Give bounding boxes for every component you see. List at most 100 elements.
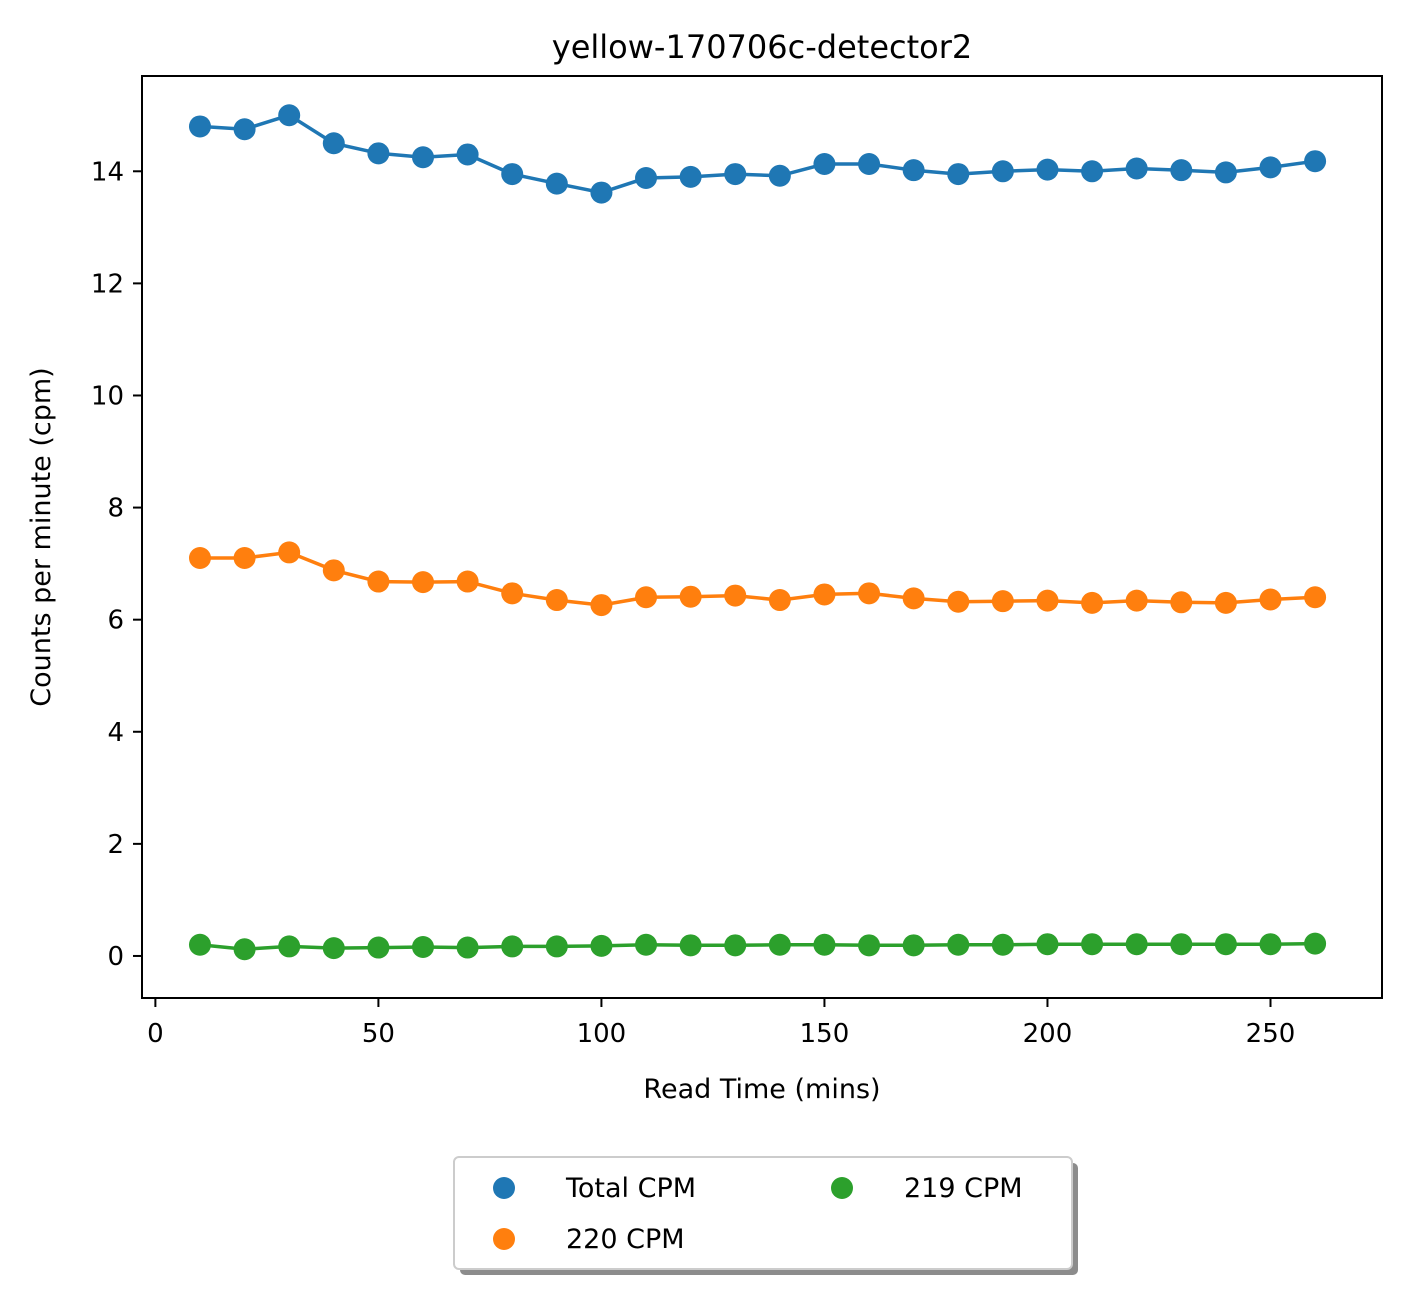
data-point bbox=[991, 933, 1014, 956]
data-point bbox=[1214, 591, 1237, 614]
y-tick-label: 2 bbox=[107, 830, 124, 860]
data-point bbox=[813, 583, 836, 606]
data-point bbox=[1259, 933, 1282, 956]
legend-marker bbox=[493, 1177, 515, 1199]
legend: Total CPM 220 CPM 219 CPM bbox=[453, 1156, 1078, 1275]
y-tick-label: 14 bbox=[91, 157, 124, 187]
data-point bbox=[590, 934, 613, 957]
data-point bbox=[1170, 159, 1193, 182]
legend-label: Total CPM bbox=[565, 1173, 696, 1204]
data-point bbox=[545, 172, 568, 195]
plot-series bbox=[188, 104, 1327, 961]
x-tick-label: 0 bbox=[147, 1019, 164, 1049]
x-axis-ticks: 0 50 100 150 200 250 bbox=[147, 998, 1295, 1049]
data-point bbox=[768, 164, 791, 187]
y-tick-label: 6 bbox=[107, 606, 124, 636]
data-point bbox=[635, 933, 658, 956]
data-point bbox=[635, 586, 658, 609]
data-point bbox=[768, 589, 791, 612]
plot-frame bbox=[141, 75, 1383, 999]
data-point bbox=[233, 118, 256, 141]
y-tick-label: 4 bbox=[107, 718, 124, 748]
data-point bbox=[991, 590, 1014, 613]
data-point bbox=[1125, 157, 1148, 180]
data-point bbox=[1125, 589, 1148, 612]
data-point bbox=[724, 934, 747, 957]
data-point bbox=[188, 547, 211, 570]
data-point bbox=[1081, 591, 1104, 614]
data-point bbox=[278, 935, 301, 958]
legend-items: Total CPM 220 CPM 219 CPM bbox=[493, 1173, 1023, 1255]
series-line-0 bbox=[199, 113, 1316, 195]
data-point bbox=[1304, 932, 1327, 955]
data-point bbox=[813, 152, 836, 175]
data-point bbox=[947, 590, 970, 613]
data-point bbox=[412, 935, 435, 958]
data-point bbox=[545, 589, 568, 612]
data-point bbox=[367, 936, 390, 959]
legend-marker bbox=[493, 1228, 515, 1250]
data-point bbox=[947, 163, 970, 186]
data-point bbox=[724, 584, 747, 607]
data-point bbox=[367, 142, 390, 165]
data-point bbox=[768, 933, 791, 956]
data-point bbox=[456, 570, 479, 593]
data-point bbox=[947, 933, 970, 956]
x-tick-label: 100 bbox=[577, 1019, 627, 1049]
data-point bbox=[724, 163, 747, 186]
data-point bbox=[501, 163, 524, 186]
data-point bbox=[188, 115, 211, 138]
data-point bbox=[322, 132, 345, 155]
x-tick-label: 250 bbox=[1246, 1019, 1296, 1049]
legend-box bbox=[453, 1156, 1073, 1270]
data-point bbox=[679, 165, 702, 188]
data-point bbox=[545, 935, 568, 958]
data-point bbox=[501, 582, 524, 605]
x-tick-label: 200 bbox=[1023, 1019, 1073, 1049]
data-point bbox=[322, 559, 345, 582]
y-tick-label: 10 bbox=[91, 381, 124, 411]
y-tick-label: 0 bbox=[107, 942, 124, 972]
chart-title: yellow-170706c-detector2 bbox=[552, 28, 972, 66]
legend-label: 220 CPM bbox=[566, 1224, 685, 1255]
data-point bbox=[1304, 150, 1327, 173]
legend-marker bbox=[831, 1177, 853, 1199]
data-point bbox=[858, 934, 881, 957]
data-point bbox=[813, 933, 836, 956]
data-point bbox=[679, 585, 702, 608]
y-axis-label: Counts per minute (cpm) bbox=[26, 367, 57, 706]
data-point bbox=[412, 571, 435, 594]
data-point bbox=[590, 181, 613, 204]
data-point bbox=[679, 934, 702, 957]
data-point bbox=[1036, 589, 1059, 612]
data-point bbox=[233, 938, 256, 961]
data-point bbox=[278, 104, 301, 127]
data-point bbox=[322, 937, 345, 960]
x-axis-label: Read Time (mins) bbox=[643, 1074, 880, 1105]
data-point bbox=[902, 587, 925, 610]
x-tick-label: 150 bbox=[800, 1019, 850, 1049]
data-point bbox=[188, 933, 211, 956]
data-point bbox=[590, 594, 613, 617]
data-point bbox=[1214, 161, 1237, 184]
data-point bbox=[1214, 933, 1237, 956]
legend-label: 219 CPM bbox=[904, 1173, 1023, 1204]
series-line-1 bbox=[200, 550, 1316, 607]
data-point bbox=[858, 582, 881, 605]
data-point bbox=[412, 146, 435, 169]
data-point bbox=[233, 547, 256, 570]
data-point bbox=[456, 936, 479, 959]
data-point bbox=[1259, 588, 1282, 611]
data-point bbox=[501, 935, 524, 958]
data-point bbox=[1081, 933, 1104, 956]
data-point bbox=[1125, 933, 1148, 956]
y-tick-label: 12 bbox=[91, 269, 124, 299]
data-point bbox=[1036, 933, 1059, 956]
data-point bbox=[1170, 591, 1193, 614]
data-point bbox=[367, 570, 390, 593]
x-tick-label: 50 bbox=[362, 1019, 395, 1049]
data-point bbox=[456, 143, 479, 166]
series-line-2 bbox=[199, 941, 1316, 951]
data-point bbox=[991, 160, 1014, 183]
data-point bbox=[902, 934, 925, 957]
